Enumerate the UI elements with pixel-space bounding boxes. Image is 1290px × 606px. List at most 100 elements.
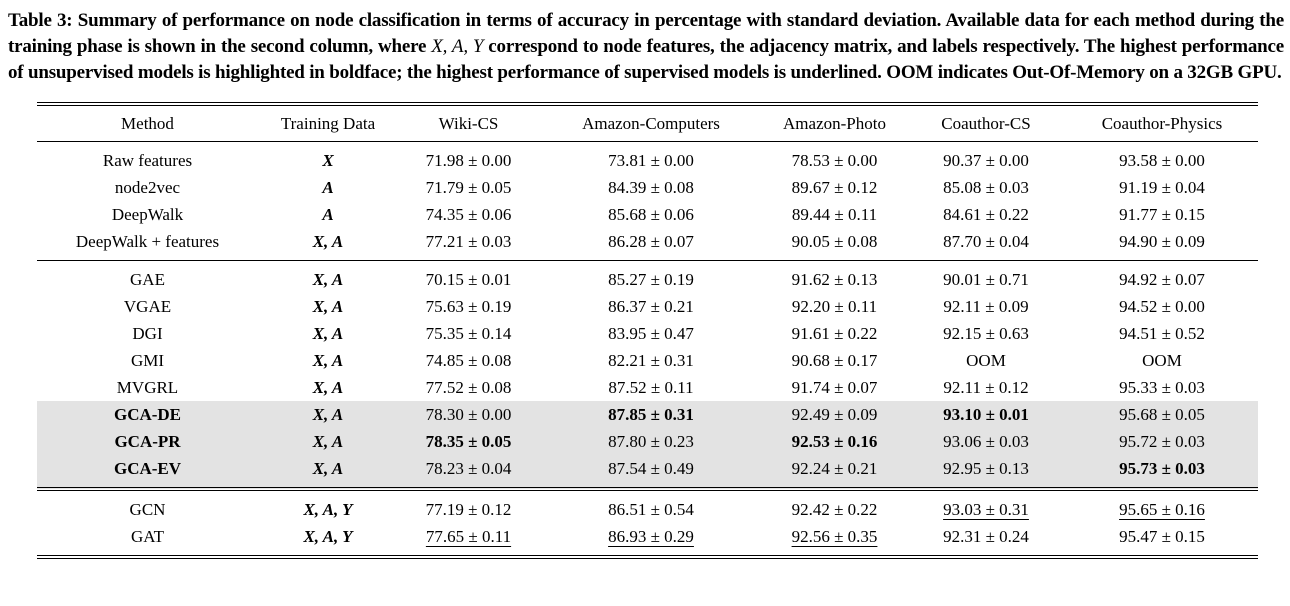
- table-row: GAT X, A, Y 77.65 ± 0.11 86.93 ± 0.29 92.56 …: [37, 523, 1258, 557]
- value-text: 87.80 ± 0.23: [608, 431, 694, 451]
- value-text: 95.65 ± 0.16: [1119, 499, 1205, 519]
- value-text: 71.98 ± 0.00: [425, 150, 512, 170]
- value-cell: 71.98 ± 0.00: [398, 142, 539, 175]
- value-text: 92.95 ± 0.13: [943, 458, 1029, 478]
- table-caption: Table 3: Summary of performance on node …: [0, 0, 1290, 86]
- training-data-cell: A: [322, 204, 334, 224]
- value-cell: 95.68 ± 0.05: [1066, 401, 1258, 428]
- value-cell: 78.30 ± 0.00: [398, 401, 539, 428]
- value-text: 91.61 ± 0.22: [791, 323, 878, 343]
- value-cell: 95.47 ± 0.15: [1066, 523, 1258, 557]
- table-row: VGAE X, A 75.63 ± 0.19 86.37 ± 0.21 92.20 ± …: [37, 293, 1258, 320]
- value-cell: 82.21 ± 0.31: [539, 347, 763, 374]
- value-text: 86.93 ± 0.29: [608, 526, 694, 546]
- value-text: 91.62 ± 0.13: [791, 269, 878, 289]
- value-text: 94.90 ± 0.09: [1119, 231, 1205, 251]
- value-cell: 95.72 ± 0.03: [1066, 428, 1258, 455]
- value-text: 86.37 ± 0.21: [608, 296, 694, 316]
- value-text: 74.35 ± 0.06: [425, 204, 512, 224]
- value-text: 94.92 ± 0.07: [1119, 269, 1205, 289]
- value-text: 73.81 ± 0.00: [608, 150, 694, 170]
- caption-text-after: correspond to node features, the adjacen…: [8, 36, 1284, 83]
- value-cell: 74.85 ± 0.08: [398, 347, 539, 374]
- value-cell: 95.33 ± 0.03: [1066, 374, 1258, 401]
- value-text: 94.51 ± 0.52: [1119, 323, 1205, 343]
- value-cell: 86.28 ± 0.07: [539, 228, 763, 261]
- results-table: Method Training Data Wiki-CS Amazon-Comp…: [37, 102, 1258, 559]
- value-text: 87.54 ± 0.49: [608, 458, 694, 478]
- value-cell: 92.15 ± 0.63: [906, 320, 1066, 347]
- value-cell: 78.23 ± 0.04: [398, 455, 539, 489]
- table-header: Method Training Data Wiki-CS Amazon-Comp…: [37, 104, 1258, 142]
- training-data-cell: X, A, Y: [303, 526, 353, 546]
- value-cell: 94.90 ± 0.09: [1066, 228, 1258, 261]
- column-header-coauthor-physics: Coauthor-Physics: [1101, 113, 1223, 133]
- table-row: GMI X, A 74.85 ± 0.08 82.21 ± 0.31 90.68 ± 0…: [37, 347, 1258, 374]
- group-traditional-baselines: Raw features X 71.98 ± 0.00 73.81 ± 0.00 78.…: [37, 142, 1258, 261]
- value-text: 86.51 ± 0.54: [608, 499, 694, 519]
- value-text: 91.74 ± 0.07: [791, 377, 878, 397]
- value-cell: 91.77 ± 0.15: [1066, 201, 1258, 228]
- group-unsupervised-models: GAE X, A 70.15 ± 0.01 85.27 ± 0.19 91.62 ± 0…: [37, 261, 1258, 489]
- value-text: 78.30 ± 0.00: [425, 404, 512, 424]
- method-cell: DGI: [132, 323, 163, 343]
- value-text: 92.31 ± 0.24: [943, 526, 1029, 546]
- training-data-cell: X, A: [312, 431, 344, 451]
- training-data-cell: X, A: [312, 231, 344, 251]
- value-text: 92.42 ± 0.22: [791, 499, 878, 519]
- value-text: OOM: [966, 350, 1006, 370]
- value-cell: 93.58 ± 0.00: [1066, 142, 1258, 175]
- value-text: 92.49 ± 0.09: [791, 404, 878, 424]
- value-text: 93.06 ± 0.03: [943, 431, 1029, 451]
- value-text: 87.70 ± 0.04: [943, 231, 1029, 251]
- value-cell: 71.79 ± 0.05: [398, 174, 539, 201]
- value-cell: 78.35 ± 0.05: [398, 428, 539, 455]
- value-cell: 85.08 ± 0.03: [906, 174, 1066, 201]
- value-text: 84.61 ± 0.22: [943, 204, 1029, 224]
- method-cell: GAE: [130, 269, 165, 289]
- table-row: GCA-EV X, A 78.23 ± 0.04 87.54 ± 0.49 92.24 …: [37, 455, 1258, 489]
- value-cell: 85.68 ± 0.06: [539, 201, 763, 228]
- value-text: 91.77 ± 0.15: [1119, 204, 1205, 224]
- value-text: 92.11 ± 0.12: [943, 377, 1029, 397]
- value-cell: 91.19 ± 0.04: [1066, 174, 1258, 201]
- value-text: 75.63 ± 0.19: [425, 296, 512, 316]
- value-cell: 87.80 ± 0.23: [539, 428, 763, 455]
- value-cell: 89.67 ± 0.12: [763, 174, 906, 201]
- column-header-training-data: Training Data: [280, 113, 376, 133]
- value-text: OOM: [1142, 350, 1182, 370]
- value-cell: 83.95 ± 0.47: [539, 320, 763, 347]
- value-text: 74.85 ± 0.08: [425, 350, 512, 370]
- value-text: 95.47 ± 0.15: [1119, 526, 1205, 546]
- value-cell: 74.35 ± 0.06: [398, 201, 539, 228]
- value-text: 84.39 ± 0.08: [608, 177, 694, 197]
- value-cell: 92.56 ± 0.35: [763, 523, 906, 557]
- header-row: Method Training Data Wiki-CS Amazon-Comp…: [37, 104, 1258, 142]
- table-row: DeepWalk A 74.35 ± 0.06 85.68 ± 0.06 89.44 ±…: [37, 201, 1258, 228]
- training-data-cell: X, A: [312, 269, 344, 289]
- value-text: 87.52 ± 0.11: [608, 377, 694, 397]
- method-cell: MVGRL: [116, 377, 179, 397]
- value-text: 92.15 ± 0.63: [943, 323, 1029, 343]
- value-cell: 84.61 ± 0.22: [906, 201, 1066, 228]
- value-cell: 92.49 ± 0.09: [763, 401, 906, 428]
- value-cell: 77.52 ± 0.08: [398, 374, 539, 401]
- training-data-cell: X, A: [312, 377, 344, 397]
- value-text: 85.27 ± 0.19: [608, 269, 694, 289]
- value-cell: 92.11 ± 0.09: [906, 293, 1066, 320]
- value-text: 78.35 ± 0.05: [425, 431, 512, 451]
- value-text: 89.44 ± 0.11: [791, 204, 878, 224]
- value-text: 75.35 ± 0.14: [425, 323, 512, 343]
- value-text: 90.05 ± 0.08: [791, 231, 878, 251]
- value-cell: 86.93 ± 0.29: [539, 523, 763, 557]
- group-supervised-models: GCN X, A, Y 77.19 ± 0.12 86.51 ± 0.54 92.42 …: [37, 489, 1258, 557]
- method-cell: node2vec: [114, 177, 181, 197]
- value-text: 95.72 ± 0.03: [1119, 431, 1205, 451]
- table-row: GCN X, A, Y 77.19 ± 0.12 86.51 ± 0.54 92.42 …: [37, 489, 1258, 523]
- value-text: 90.01 ± 0.71: [943, 269, 1029, 289]
- caption-text-before: Table 3: Summary of performance on node …: [8, 10, 1284, 57]
- value-text: 91.19 ± 0.04: [1119, 177, 1205, 197]
- caption-math-symbols: X, A, Y: [431, 36, 484, 57]
- training-data-cell: A: [322, 177, 334, 197]
